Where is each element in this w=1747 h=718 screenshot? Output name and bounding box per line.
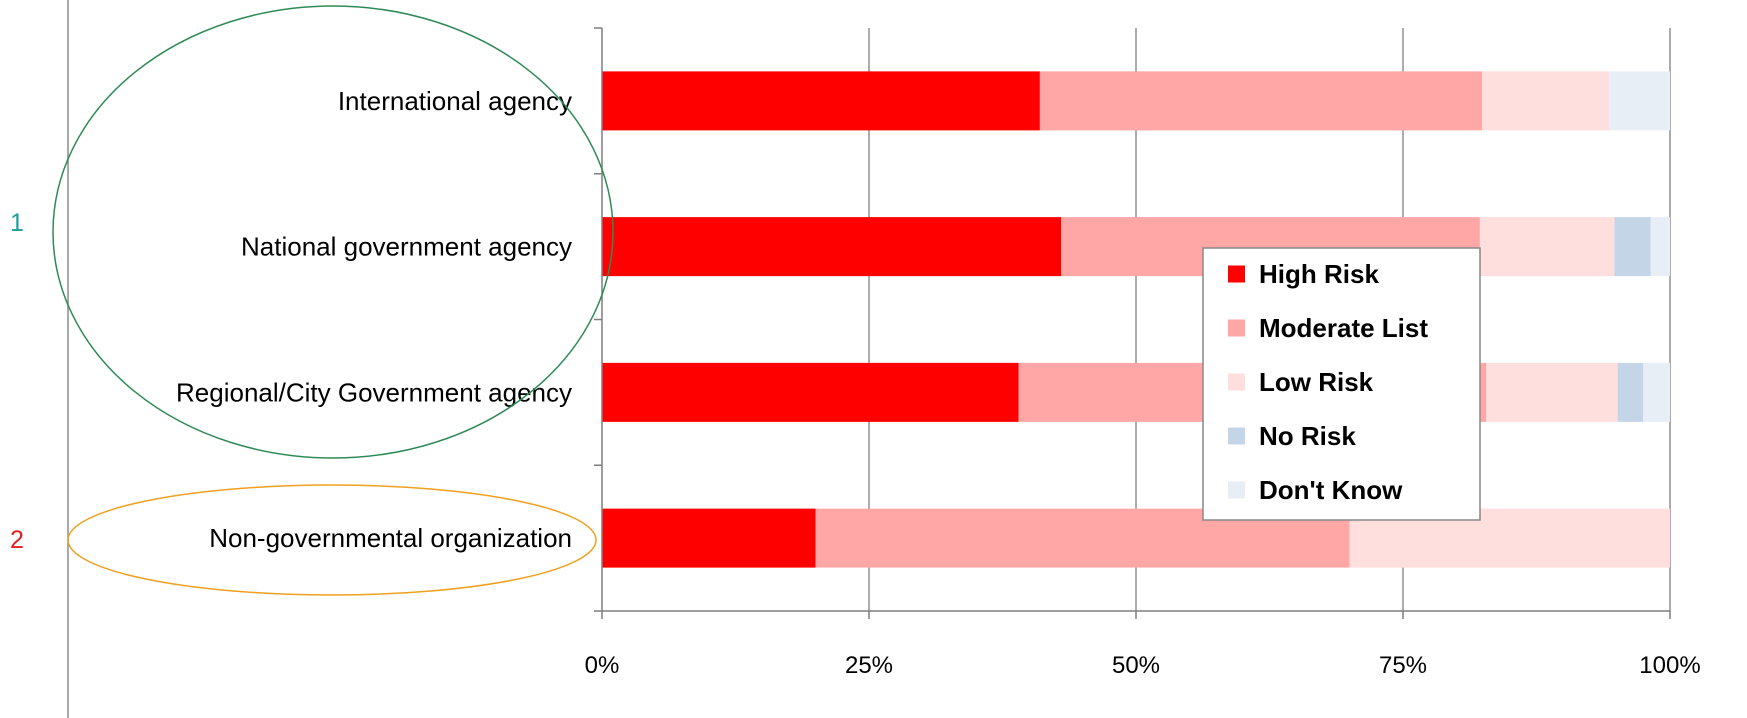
legend-label: High Risk [1259, 259, 1379, 289]
legend-swatch [1228, 481, 1245, 499]
group-2-ellipse [67, 484, 597, 596]
category-label: Regional/City Government agency [176, 377, 572, 407]
x-tick-label: 25% [845, 652, 893, 679]
bar-segment [602, 71, 1040, 131]
group-2-number: 2 [10, 526, 24, 554]
bar-segment [602, 362, 1019, 422]
group-1-ellipse [52, 5, 614, 459]
bar-segment [1486, 362, 1618, 422]
legend-label: Moderate List [1259, 313, 1428, 343]
x-tick-label: 0% [585, 652, 620, 679]
legend-label: Low Risk [1259, 367, 1374, 397]
legend-label: Don't Know [1259, 475, 1403, 505]
category-label: International agency [338, 86, 572, 116]
category-label: Non-governmental organization [209, 523, 572, 553]
legend-swatch [1228, 319, 1245, 337]
x-tick-label: 50% [1112, 652, 1160, 679]
bar-segment [1617, 362, 1644, 422]
bar-segment [1643, 362, 1670, 422]
bar-segment [602, 508, 816, 568]
bar-segment [1039, 71, 1483, 131]
category-label: National government agency [241, 232, 572, 262]
legend-swatch [1228, 373, 1245, 391]
x-tick-label: 100% [1639, 652, 1700, 679]
bar-segment [602, 217, 1062, 277]
legend-label: No Risk [1259, 421, 1356, 451]
bar-segment [1609, 71, 1670, 131]
bar-segment [1482, 71, 1610, 131]
axes [594, 27, 1671, 619]
bar-segment [1479, 217, 1615, 277]
group-1-number: 1 [10, 209, 24, 237]
bar-segment [1650, 217, 1670, 277]
category-labels: International agency National government … [176, 86, 572, 553]
x-tick-label: 75% [1379, 652, 1427, 679]
legend-box [1202, 247, 1481, 521]
legend: High Risk Moderate List Low Risk No Risk Don… [1202, 247, 1481, 521]
legend-swatch [1228, 265, 1245, 283]
x-tick-labels: 0% 25% 50% 75% 100% [585, 652, 1701, 679]
legend-swatch [1228, 427, 1245, 445]
bar-segment [1614, 217, 1651, 277]
legend-items: High Risk Moderate List Low Risk No Risk Don… [1228, 259, 1428, 505]
